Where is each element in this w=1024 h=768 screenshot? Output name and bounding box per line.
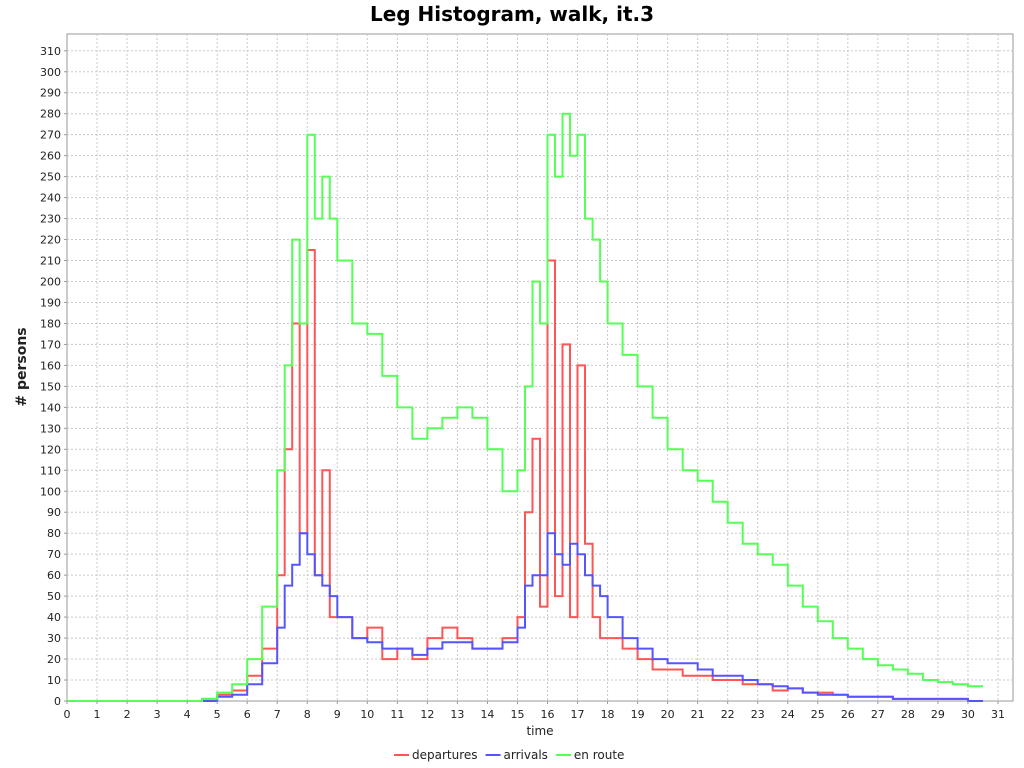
y-tick-label: 120 — [40, 443, 61, 456]
x-tick-label: 13 — [450, 708, 464, 721]
x-tick-label: 25 — [811, 708, 825, 721]
x-tick-label: 12 — [420, 708, 434, 721]
y-tick-label: 160 — [40, 359, 61, 372]
x-tick-label: 20 — [661, 708, 675, 721]
y-tick-label: 280 — [40, 108, 61, 121]
x-tick-label: 15 — [510, 708, 524, 721]
x-tick-label: 10 — [360, 708, 374, 721]
y-tick-label: 250 — [40, 171, 61, 184]
y-tick-label: 220 — [40, 234, 61, 247]
x-axis-ticks: 0 1 2 3 4 5 6 7 8 9 10 11 12 13 14 15 16 17 18 19 20 21 22 23 24… — [64, 701, 1005, 721]
legend-label: departures — [412, 748, 478, 762]
y-tick-label: 210 — [40, 255, 61, 268]
x-tick-label: 0 — [64, 708, 71, 721]
y-axis-ticks: 0 10 20 30 40 50 60 70 80 90 100 110 120 130 140 150 160… — [40, 45, 67, 708]
y-tick-label: 60 — [47, 569, 61, 582]
x-tick-label: 9 — [334, 708, 341, 721]
y-tick-label: 140 — [40, 401, 61, 414]
y-tick-label: 80 — [47, 527, 61, 540]
legend-item-departures: departures — [394, 748, 478, 762]
x-tick-label: 26 — [841, 708, 855, 721]
x-tick-label: 4 — [184, 708, 191, 721]
x-tick-label: 31 — [991, 708, 1005, 721]
series-line-arrivals — [67, 532, 983, 702]
y-tick-label: 100 — [40, 485, 61, 498]
y-tick-label: 180 — [40, 317, 61, 330]
y-tick-label: 240 — [40, 192, 61, 205]
y-tick-label: 310 — [40, 45, 61, 58]
x-tick-label: 11 — [390, 708, 404, 721]
y-tick-label: 0 — [54, 695, 61, 708]
x-tick-label: 18 — [601, 708, 615, 721]
x-axis-label: time — [526, 724, 553, 738]
x-tick-label: 6 — [244, 708, 251, 721]
y-tick-label: 30 — [47, 632, 61, 645]
y-tick-label: 190 — [40, 296, 61, 309]
y-tick-label: 20 — [47, 653, 61, 666]
x-tick-label: 2 — [124, 708, 131, 721]
x-tick-label: 17 — [571, 708, 585, 721]
y-tick-label: 90 — [47, 506, 61, 519]
y-tick-label: 300 — [40, 66, 61, 79]
x-tick-label: 22 — [721, 708, 735, 721]
legend-label: en route — [574, 748, 625, 762]
y-tick-label: 50 — [47, 590, 61, 603]
legend-item-arrivals: arrivals — [485, 748, 548, 762]
y-tick-label: 270 — [40, 129, 61, 142]
x-tick-label: 1 — [94, 708, 101, 721]
y-tick-label: 40 — [47, 611, 61, 624]
x-tick-label: 14 — [480, 708, 494, 721]
y-tick-label: 10 — [47, 674, 61, 687]
y-tick-label: 110 — [40, 464, 61, 477]
x-tick-label: 28 — [901, 708, 915, 721]
x-tick-label: 3 — [154, 708, 161, 721]
y-tick-label: 200 — [40, 276, 61, 289]
series-line-en-route — [67, 112, 983, 702]
y-tick-label: 230 — [40, 213, 61, 226]
grid — [67, 34, 1013, 701]
y-tick-label: 260 — [40, 150, 61, 163]
x-tick-label: 21 — [691, 708, 705, 721]
series-lines — [67, 112, 983, 702]
y-tick-label: 150 — [40, 380, 61, 393]
x-tick-label: 29 — [931, 708, 945, 721]
y-axis-label: # persons — [14, 327, 30, 406]
x-tick-label: 8 — [304, 708, 311, 721]
y-tick-label: 70 — [47, 548, 61, 561]
x-tick-label: 24 — [781, 708, 795, 721]
chart-title: Leg Histogram, walk, it.3 — [370, 2, 654, 26]
x-tick-label: 30 — [961, 708, 975, 721]
x-tick-label: 16 — [541, 708, 555, 721]
y-tick-label: 170 — [40, 338, 61, 351]
legend: departures arrivals en route — [394, 748, 624, 762]
legend-item-en-route: en route — [555, 748, 625, 762]
legend-label: arrivals — [504, 748, 548, 762]
y-tick-label: 290 — [40, 87, 61, 100]
x-tick-label: 5 — [214, 708, 221, 721]
y-tick-label: 130 — [40, 422, 61, 435]
x-tick-label: 27 — [871, 708, 885, 721]
x-tick-label: 19 — [631, 708, 645, 721]
x-tick-label: 7 — [274, 708, 281, 721]
x-tick-label: 23 — [751, 708, 765, 721]
